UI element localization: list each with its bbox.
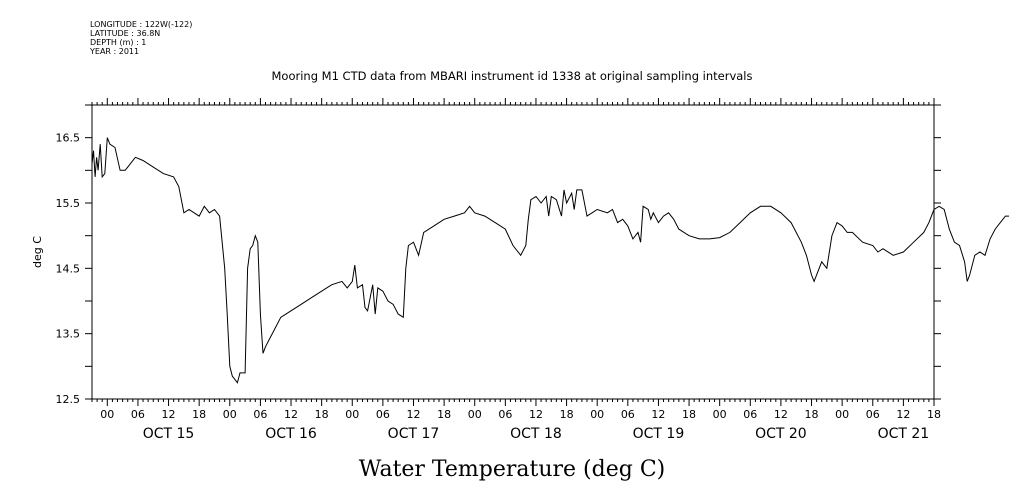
x-tick-label: 00 xyxy=(590,408,604,421)
longitude-text: LONGITUDE : 122W(-122) xyxy=(90,20,193,29)
x-tick-label: 06 xyxy=(866,408,880,421)
x-day-label: OCT 17 xyxy=(388,426,440,442)
x-day-label: OCT 18 xyxy=(510,426,562,442)
x-day-label: OCT 19 xyxy=(633,426,685,442)
y-axis-label: deg C xyxy=(31,236,44,268)
x-tick-label: 06 xyxy=(621,408,635,421)
y-tick-label: 15.5 xyxy=(56,197,81,210)
x-day-label: OCT 21 xyxy=(878,426,930,442)
x-day-label: OCT 16 xyxy=(265,426,317,442)
y-tick-label: 13.5 xyxy=(56,328,81,341)
x-tick-label: 00 xyxy=(223,408,237,421)
axis-labels: 00 06 12 18 00 06 12 18 00 06 12 18 00 06 12 18 00 06 12 18… xyxy=(56,132,942,442)
x-tick-label: 18 xyxy=(315,408,329,421)
x-tick-label: 12 xyxy=(406,408,420,421)
x-tick-label: 18 xyxy=(682,408,696,421)
x-tick-label: 12 xyxy=(774,408,788,421)
y-tick-label: 16.5 xyxy=(56,132,81,145)
year-text: YEAR : 2011 xyxy=(90,47,140,56)
x-axis-label: Water Temperature (deg C) xyxy=(359,457,666,482)
x-tick-label: 18 xyxy=(805,408,819,421)
latitude-text: LATITUDE : 36.8N xyxy=(90,29,161,38)
x-tick-label: 06 xyxy=(743,408,757,421)
x-tick-label: 00 xyxy=(345,408,359,421)
y-tick-label: 14.5 xyxy=(56,262,81,275)
x-tick-label: 18 xyxy=(437,408,451,421)
depth-text: DEPTH (m) : 1 xyxy=(90,38,147,47)
x-tick-label: 12 xyxy=(284,408,298,421)
x-day-label: OCT 20 xyxy=(755,426,807,442)
series-line-water-temperature xyxy=(91,137,1009,384)
x-tick-label: 00 xyxy=(835,408,849,421)
axis-ticks xyxy=(85,98,941,406)
x-tick-label: 00 xyxy=(100,408,114,421)
plot-frame xyxy=(91,104,935,400)
x-tick-label: 18 xyxy=(560,408,574,421)
x-tick-label: 06 xyxy=(498,408,512,421)
x-tick-label: 06 xyxy=(376,408,390,421)
metadata-block: LONGITUDE : 122W(-122) LATITUDE : 36.8N … xyxy=(90,20,192,56)
x-tick-label: 12 xyxy=(896,408,910,421)
x-tick-label: 18 xyxy=(927,408,941,421)
x-tick-label: 06 xyxy=(253,408,267,421)
y-tick-label: 12.5 xyxy=(56,393,81,406)
x-tick-label: 12 xyxy=(651,408,665,421)
x-day-label: OCT 15 xyxy=(143,426,195,442)
x-tick-label: 00 xyxy=(713,408,727,421)
x-tick-label: 12 xyxy=(529,408,543,421)
x-tick-label: 00 xyxy=(468,408,482,421)
x-tick-label: 12 xyxy=(162,408,176,421)
x-tick-label: 06 xyxy=(131,408,145,421)
chart-title: Mooring M1 CTD data from MBARI instrumen… xyxy=(272,69,753,83)
x-tick-label: 18 xyxy=(192,408,206,421)
